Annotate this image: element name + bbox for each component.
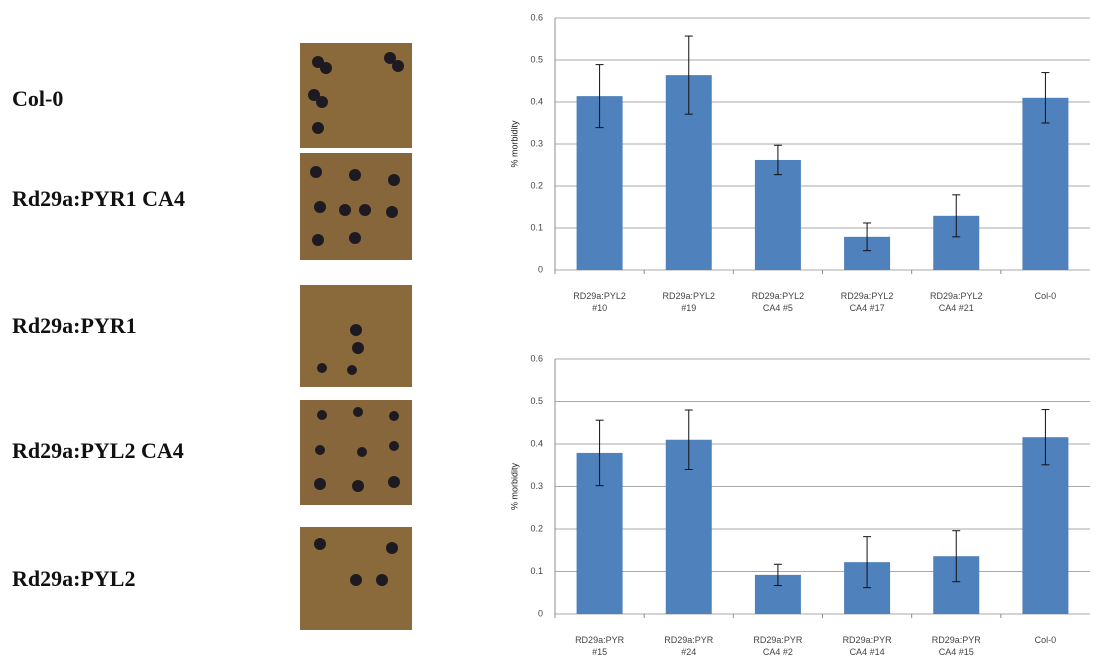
y-tick-label: 0.6 (530, 12, 543, 22)
y-tick-label: 0 (538, 264, 543, 274)
x-tick-label: RD29a:PYR #24 (644, 634, 734, 658)
x-tick-label: RD29a:PYR CA4 #2 (733, 634, 823, 658)
y-tick-label: 0.1 (530, 566, 543, 576)
x-tick-label: RD29a:PYR CA4 #14 (822, 634, 912, 658)
photo-label: Rd29a:PYL2 CA4 (12, 438, 184, 464)
y-tick-label: 0.2 (530, 180, 543, 190)
bar (755, 160, 801, 270)
photo-label: Rd29a:PYR1 (12, 313, 137, 339)
y-tick-label: 0.5 (530, 396, 543, 406)
y-axis-label: % morbidity (509, 120, 519, 168)
chart-canvas: 0 0.1 0.2 0.3 0.4 0.5 0.6 % morbidity 0 0.1 0.2 0.3… (0, 0, 1107, 671)
y-tick-label: 0.6 (530, 353, 543, 363)
y-axis-label: % morbidity (509, 462, 519, 510)
y-tick-label: 0.3 (530, 481, 543, 491)
y-tick-label: 0.3 (530, 138, 543, 148)
x-tick-label: RD29a:PYR #15 (555, 634, 645, 658)
x-tick-label: Col-0 (1000, 634, 1090, 646)
y-tick-label: 0.2 (530, 523, 543, 533)
y-tick-label: 0.4 (530, 438, 543, 448)
figure: 0 0.1 0.2 0.3 0.4 0.5 0.6 % morbidity 0 0.1 0.2 0.3… (0, 0, 1107, 671)
y-tick-label: 0.5 (530, 54, 543, 64)
y-tick-label: 0.4 (530, 96, 543, 106)
photo-label: Col-0 (12, 86, 63, 112)
x-tick-label: RD29a:PYL2 CA4 #5 (733, 290, 823, 314)
photo-panels (300, 43, 412, 630)
x-tick-label: RD29a:PYL2 CA4 #17 (822, 290, 912, 314)
bar (1022, 98, 1068, 270)
x-tick-label: RD29a:PYL2 #19 (644, 290, 734, 314)
x-tick-label: RD29a:PYL2 CA4 #21 (911, 290, 1001, 314)
x-tick-label: Col-0 (1000, 290, 1090, 302)
x-tick-label: RD29a:PYL2 #10 (555, 290, 645, 314)
y-tick-label: 0.1 (530, 222, 543, 232)
x-tick-label: RD29a:PYR CA4 #15 (911, 634, 1001, 658)
photo-label: Rd29a:PYL2 (12, 566, 135, 592)
photo-label: Rd29a:PYR1 CA4 (12, 186, 185, 212)
y-tick-label: 0 (538, 608, 543, 618)
